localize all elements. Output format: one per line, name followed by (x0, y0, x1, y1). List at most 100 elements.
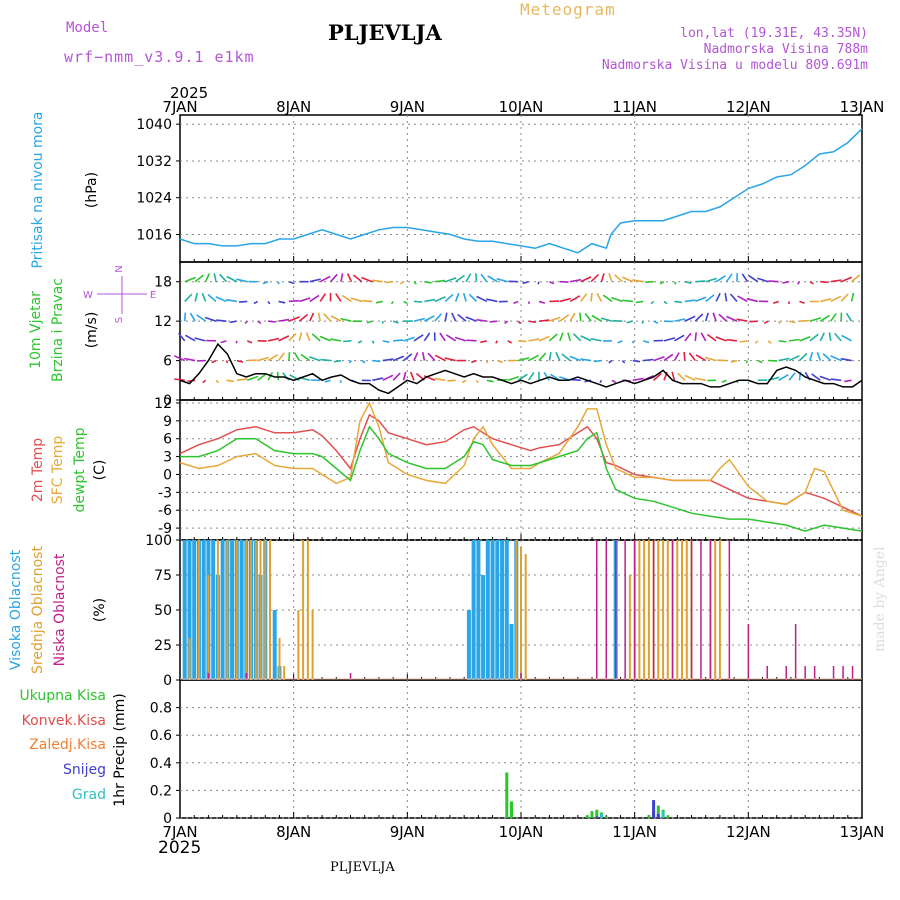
total-precip-bar (647, 815, 651, 818)
wind-arrow (244, 320, 248, 325)
y-tick-label: 1016 (136, 227, 172, 243)
wind-arrow (421, 351, 426, 361)
low-cloud-bar (349, 673, 352, 680)
x-tick-label-bottom: 9JAN (390, 823, 425, 841)
wind-arrow (309, 312, 315, 322)
y-tick-label: 0.4 (150, 756, 172, 772)
wind-arrow (580, 276, 592, 283)
y-tick-label: 25 (154, 638, 172, 654)
wind-arrow (194, 292, 199, 302)
wind-arrow (548, 351, 552, 361)
wind-axis-title-1: 10m Vjetar (28, 291, 44, 369)
low-cloud-bar (842, 666, 844, 680)
wind-arrow (851, 274, 861, 283)
wind-arrow (611, 296, 623, 303)
wind-arrow (642, 340, 650, 344)
wind-arrow (362, 299, 373, 303)
wind-arrow (324, 379, 331, 383)
wind-arrow (382, 340, 390, 343)
wind-arrow (663, 337, 676, 342)
y-tick-label: -3 (158, 485, 172, 501)
wind-arrow (559, 314, 570, 322)
temp-axis-title: 2m Temp (30, 438, 46, 502)
wind-arrow (220, 340, 227, 344)
mid-cloud-bar (681, 540, 683, 680)
wind-arrow (819, 375, 832, 382)
wind-arrow (471, 359, 477, 364)
wind-arrow (486, 298, 498, 303)
x-tick-label-top: 13JAN (840, 98, 885, 116)
wind-arrow (455, 274, 465, 283)
wind-arrow (726, 338, 738, 342)
high-cloud-bar (272, 610, 277, 680)
wind-arrow (788, 372, 796, 381)
wind-arrow (451, 312, 457, 322)
wind-arrow (177, 332, 186, 342)
wind-arrow (538, 300, 546, 304)
wind-arrow (434, 354, 446, 362)
wind-arrow (278, 335, 290, 342)
wind-arrow (569, 355, 581, 362)
mid-cloud-bar (520, 547, 522, 680)
wind-arrow (262, 280, 269, 285)
precip-legend-0: Ukupna Kisa (19, 688, 106, 704)
wind-arrow (684, 315, 696, 322)
x-tick-label-top: 10JAN (499, 98, 544, 116)
temp-2m-line (179, 413, 863, 517)
wind-arrow (320, 358, 331, 362)
wind-arrow (330, 338, 342, 342)
wind-arrow (538, 352, 547, 362)
wind-arrow (816, 352, 822, 361)
wind-arrow (721, 379, 727, 384)
wind-arrow (305, 332, 311, 342)
wind-arrow (674, 318, 686, 322)
wind-arrow (288, 299, 300, 303)
snow-bar (652, 800, 656, 818)
wind-arrow (684, 299, 696, 303)
wind-arrow (202, 379, 207, 384)
wind-arrow (517, 373, 528, 381)
wind-arrow (507, 376, 519, 382)
wind-arrow (715, 275, 726, 283)
wind-arrow (309, 278, 321, 283)
wind-arrow (480, 273, 488, 283)
wind-arrow (413, 334, 424, 342)
mid-cloud-bar (662, 540, 665, 680)
wind-arrow (757, 277, 769, 283)
x-tick-label-bottom: 11JAN (612, 823, 657, 841)
wind-arrow (225, 298, 237, 303)
wind-arrow (749, 320, 758, 323)
wind-arrow (392, 372, 401, 381)
wind-arrow (549, 280, 555, 285)
wind-arrow (600, 317, 613, 322)
wind-arrow (688, 352, 696, 362)
cloud-unit: (%) (92, 598, 108, 622)
high-cloud-bar (504, 540, 509, 680)
low-cloud-bar (785, 666, 787, 680)
grad-bar (600, 813, 603, 818)
low-cloud-bar (207, 673, 210, 680)
wind-arrow (683, 352, 686, 361)
wind-arrow (204, 273, 211, 283)
wind-arrow (673, 352, 680, 361)
wind-arrow (650, 300, 655, 305)
wind-arrow (507, 340, 512, 344)
y-tick-label: 50 (154, 603, 172, 619)
wind-arrow (402, 371, 407, 381)
high-cloud-bar (500, 540, 505, 680)
wind-arrow (361, 276, 373, 283)
wind-arrow (288, 333, 297, 342)
low-cloud-bar (813, 666, 816, 680)
wind-arrow (819, 332, 826, 342)
wind-arrow (298, 313, 309, 322)
wind-arrow (350, 297, 363, 303)
sfc-temp-line (179, 401, 863, 517)
wind-arrow (487, 275, 498, 283)
wind-arrow (841, 334, 852, 342)
low-cloud-bar (633, 540, 636, 680)
y-tick-label: 0.8 (150, 701, 172, 717)
wind-arrow (671, 371, 676, 381)
wind-arrow (569, 312, 576, 322)
wind-arrow (390, 301, 394, 305)
wind-arrow (840, 276, 853, 283)
